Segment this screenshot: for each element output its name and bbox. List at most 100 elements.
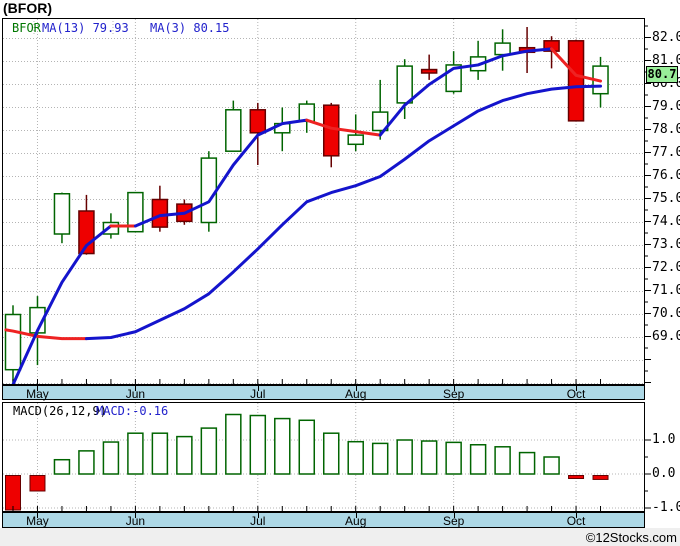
month-label: May [26, 514, 49, 528]
y-axis-label: 74.0 [652, 213, 680, 229]
ma13-line-falling [4, 328, 88, 341]
y-axis-label: 71.0 [652, 282, 680, 298]
month-label: Aug [345, 514, 367, 528]
month-tick [257, 513, 259, 518]
y-axis-label: 79.0 [652, 98, 680, 114]
macd-xaxis-strip: May Jun Jul Aug Sep Oct [2, 512, 645, 528]
macd-bar-positive [53, 458, 71, 475]
macd-bar-positive [322, 432, 340, 475]
month-label: Oct [566, 514, 586, 528]
month-label: Sep [442, 514, 465, 528]
month-label: Oct [566, 387, 586, 401]
month-tick [355, 386, 357, 391]
month-tick [576, 513, 578, 518]
candle-body [53, 193, 71, 235]
macd-bar-positive [469, 444, 487, 475]
macd-bar-positive [396, 439, 413, 475]
macd-bar-positive [420, 440, 438, 475]
candle-body [371, 111, 389, 132]
candle-body [102, 221, 120, 235]
candle-body [543, 40, 560, 52]
ma13-line-rising [84, 84, 603, 341]
month-tick [453, 513, 455, 518]
macd-axis-label: 1.0 [652, 432, 676, 447]
y-axis-label: 75.0 [652, 190, 680, 206]
watermark-link: ©12Stocks.com [585, 530, 677, 545]
month-tick [453, 386, 455, 391]
macd-bar-negative [29, 475, 46, 492]
macd-bar-positive [518, 451, 536, 475]
macd-bar-positive [102, 441, 120, 475]
y-axis-label: 78.0 [652, 121, 680, 137]
macd-bar-positive [298, 419, 316, 475]
month-label: Sep [442, 387, 465, 401]
candle-body [249, 109, 267, 134]
macd-value: MACD:-0.16 [96, 404, 169, 418]
candle-body [347, 134, 364, 146]
y-axis-label: 81.0 [652, 52, 680, 68]
y-axis-label: 82.0 [652, 29, 680, 45]
month-label: Jun [125, 514, 146, 528]
candle-body [151, 198, 169, 228]
macd-bar-positive [127, 432, 144, 475]
candle-body [200, 157, 218, 224]
price-chart-panel[interactable] [2, 18, 645, 385]
month-label: May [26, 387, 49, 401]
macd-label: MACD(26,12,9) [13, 404, 107, 418]
legend-ma3: MA(3) 80.15 [150, 21, 230, 35]
macd-bar-positive [347, 440, 364, 475]
candle-body [322, 104, 340, 157]
macd-bar-positive [445, 441, 462, 475]
macd-bar-positive [200, 427, 218, 475]
month-label: Aug [345, 387, 367, 401]
macd-bar-positive [78, 450, 95, 475]
ma3-line-falling [305, 118, 382, 137]
macd-axis-label: -1.0 [652, 500, 680, 515]
month-tick [37, 386, 39, 391]
y-axis-label: 77.0 [652, 144, 680, 160]
y-axis-label: 76.0 [652, 167, 680, 183]
candle-body [4, 313, 22, 371]
price-chart-canvas[interactable] [3, 19, 644, 384]
macd-bar-positive [176, 435, 193, 475]
macd-bar-positive [249, 414, 267, 475]
month-tick [355, 513, 357, 518]
ma3-line-rising [378, 47, 554, 137]
macd-axis-label: 0.0 [652, 466, 676, 481]
footer-bar: ©12Stocks.com [0, 528, 680, 546]
month-label: Jul [250, 387, 266, 401]
macd-bar-positive [225, 413, 242, 475]
month-tick [135, 513, 137, 518]
y-axis-label: 73.0 [652, 236, 680, 252]
price-xaxis-strip: May Jun Jul Aug Sep Oct [2, 385, 645, 401]
ma3-line-rising [11, 224, 113, 384]
right-axis-ticks [645, 25, 651, 509]
macd-panel[interactable] [2, 402, 645, 512]
y-axis-label: 72.0 [652, 259, 680, 275]
candle-body [420, 68, 438, 74]
candle-body [494, 42, 511, 56]
ma3-line-falling [550, 47, 603, 83]
last-price-badge: 80.7 [646, 66, 678, 83]
candle-body [396, 65, 413, 104]
month-tick [576, 386, 578, 391]
page-title: (BFOR) [3, 0, 52, 16]
ma3-line-rising [133, 118, 309, 228]
candle-body [567, 40, 585, 122]
macd-bar-negative [5, 475, 21, 511]
month-tick [257, 386, 259, 391]
legend-ma13: MA(13) 79.93 [42, 21, 129, 35]
y-axis-label: 69.0 [652, 328, 680, 344]
month-tick [37, 513, 39, 518]
macd-bar-positive [274, 417, 291, 475]
y-axis-label: 70.0 [652, 305, 680, 321]
macd-bar-positive [151, 432, 169, 475]
macd-bar-positive [543, 456, 560, 475]
macd-bar-negative [568, 475, 585, 479]
macd-bar-negative [592, 475, 609, 480]
month-tick [135, 386, 137, 391]
macd-bar-positive [494, 446, 511, 475]
macd-canvas[interactable] [3, 403, 644, 511]
macd-bar-positive [371, 442, 389, 475]
